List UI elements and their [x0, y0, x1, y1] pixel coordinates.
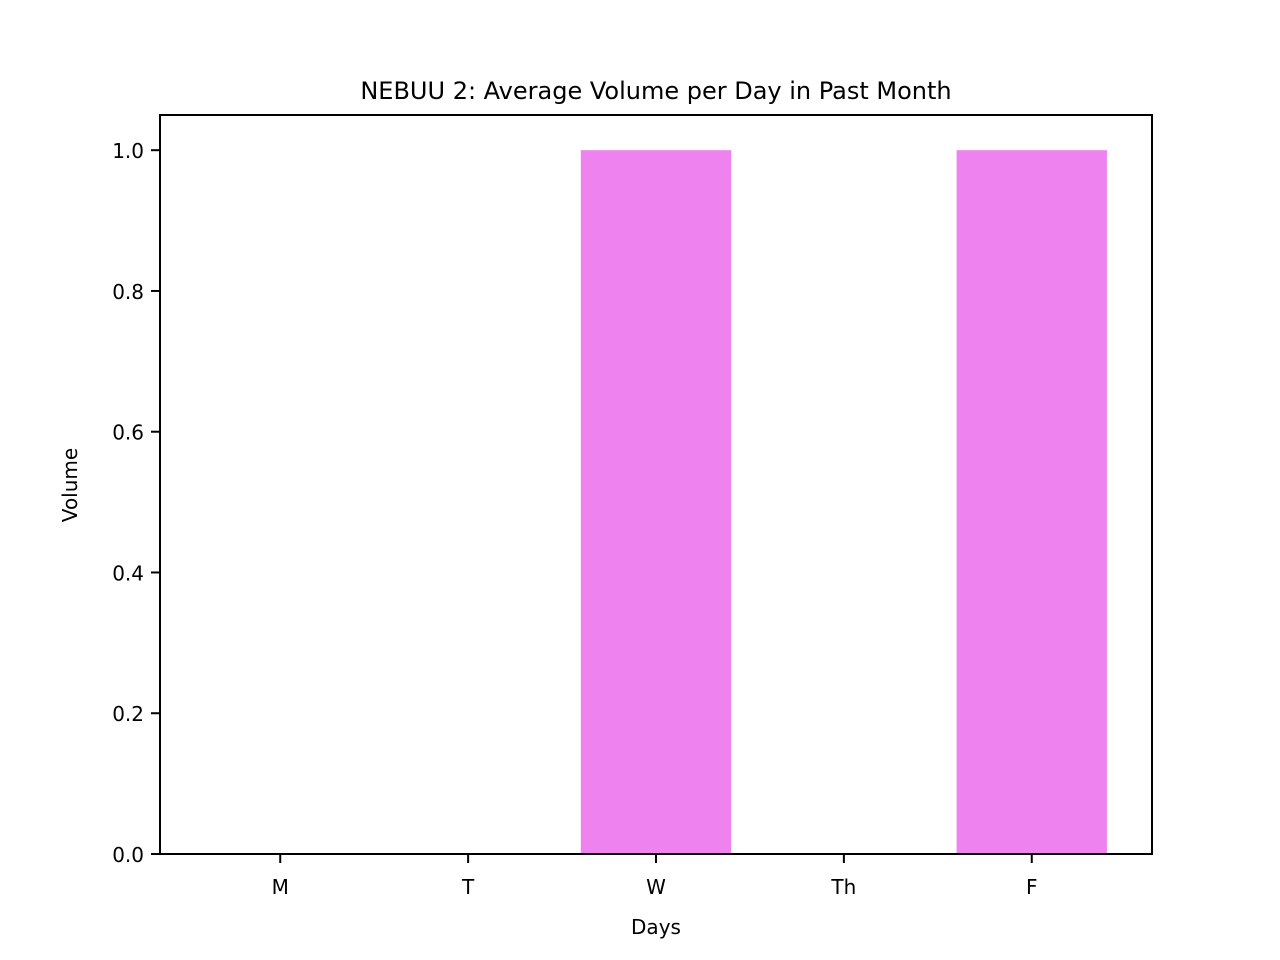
- bar-f: [956, 150, 1107, 854]
- y-tick-label: 0.6: [112, 421, 144, 445]
- y-axis: 0.0 0.2 0.4 0.6 0.8 1.0: [112, 139, 160, 867]
- x-tick-label: W: [646, 875, 666, 899]
- chart-title: NEBUU 2: Average Volume per Day in Past …: [360, 77, 951, 105]
- x-axis: M T W Th F: [272, 854, 1038, 899]
- y-tick-label: 0.0: [112, 843, 144, 867]
- y-tick-label: 0.8: [112, 280, 144, 304]
- x-tick-label: F: [1026, 875, 1038, 899]
- x-tick-label: M: [272, 875, 289, 899]
- x-axis-label: Days: [631, 915, 681, 939]
- y-tick-label: 1.0: [112, 139, 144, 163]
- y-tick-label: 0.2: [112, 702, 144, 726]
- x-tick-label: T: [461, 875, 475, 899]
- x-tick-label: Th: [830, 875, 856, 899]
- bar-w: [580, 150, 732, 854]
- y-tick-label: 0.4: [112, 561, 144, 585]
- bars-group: [580, 150, 1107, 854]
- y-axis-label: Volume: [58, 448, 82, 522]
